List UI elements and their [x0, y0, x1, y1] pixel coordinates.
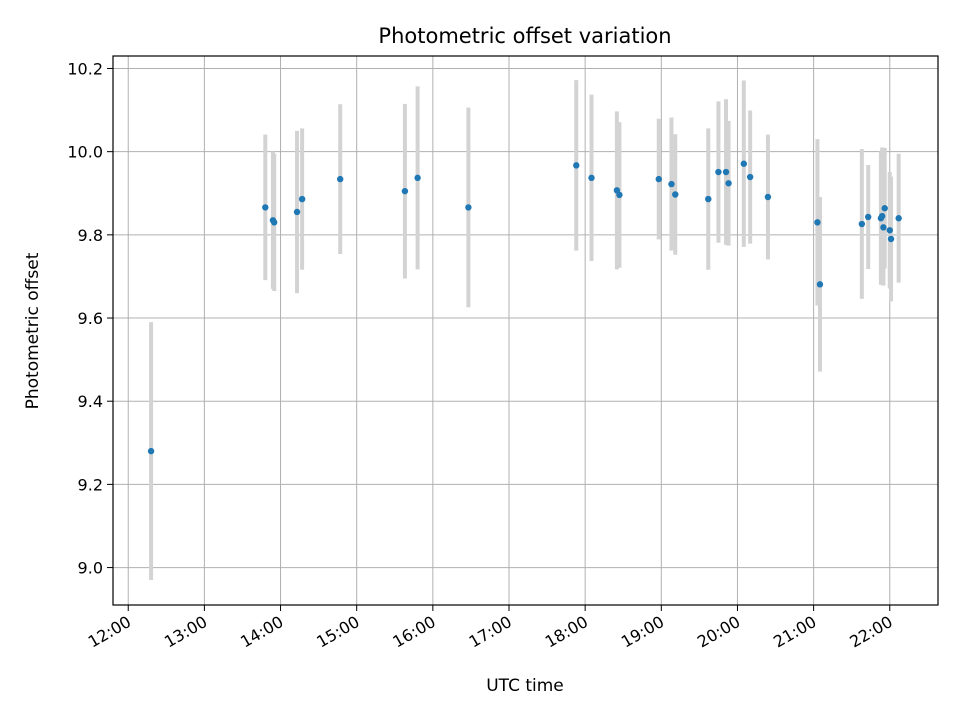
grid: [113, 56, 938, 605]
data-point: [401, 187, 409, 195]
data-point: [887, 235, 895, 243]
data-point: [270, 219, 278, 226]
y-tick-label: 10.0: [67, 143, 103, 162]
data-point: [715, 168, 722, 176]
y-tick-label: 9.8: [78, 226, 103, 245]
data-point: [722, 168, 730, 176]
data-point: [147, 447, 155, 455]
data-point: [880, 224, 887, 231]
data-point: [262, 204, 269, 211]
data-point: [746, 173, 754, 181]
data-point: [573, 162, 580, 169]
data-point: [672, 191, 679, 198]
x-axis-label: UTC time: [486, 676, 564, 696]
data-point: [616, 191, 623, 199]
data-point: [740, 160, 748, 167]
data-point: [336, 175, 344, 183]
plot-frame: [112, 55, 939, 606]
data-points: [147, 160, 902, 455]
data-point: [895, 215, 902, 222]
data-point: [864, 213, 872, 221]
y-tick-label: 9.2: [78, 475, 103, 494]
data-point: [764, 193, 772, 201]
y-tick-label: 9.6: [78, 309, 103, 328]
data-point: [298, 195, 306, 203]
data-point: [816, 281, 824, 288]
data-point: [588, 174, 595, 182]
data-point: [878, 212, 886, 220]
chart-title: Photometric offset variation: [378, 24, 671, 48]
data-point: [293, 208, 301, 216]
data-point: [814, 219, 821, 226]
y-tick-label: 9.4: [78, 392, 103, 411]
y-axis-label: Photometric offset: [23, 252, 43, 409]
data-point: [705, 195, 712, 203]
data-point: [465, 204, 472, 211]
data-point: [858, 220, 866, 228]
data-point: [725, 180, 732, 187]
data-point: [881, 205, 888, 212]
y-axis: 9.0 9.2 9.4 9.6 9.8 10.0 10.2: [67, 59, 113, 578]
data-point: [668, 180, 675, 188]
data-point: [655, 175, 662, 183]
y-tick-label: 10.2: [67, 59, 103, 78]
data-point: [886, 227, 893, 234]
data-point: [414, 174, 421, 182]
y-tick-label: 9.0: [78, 559, 103, 578]
